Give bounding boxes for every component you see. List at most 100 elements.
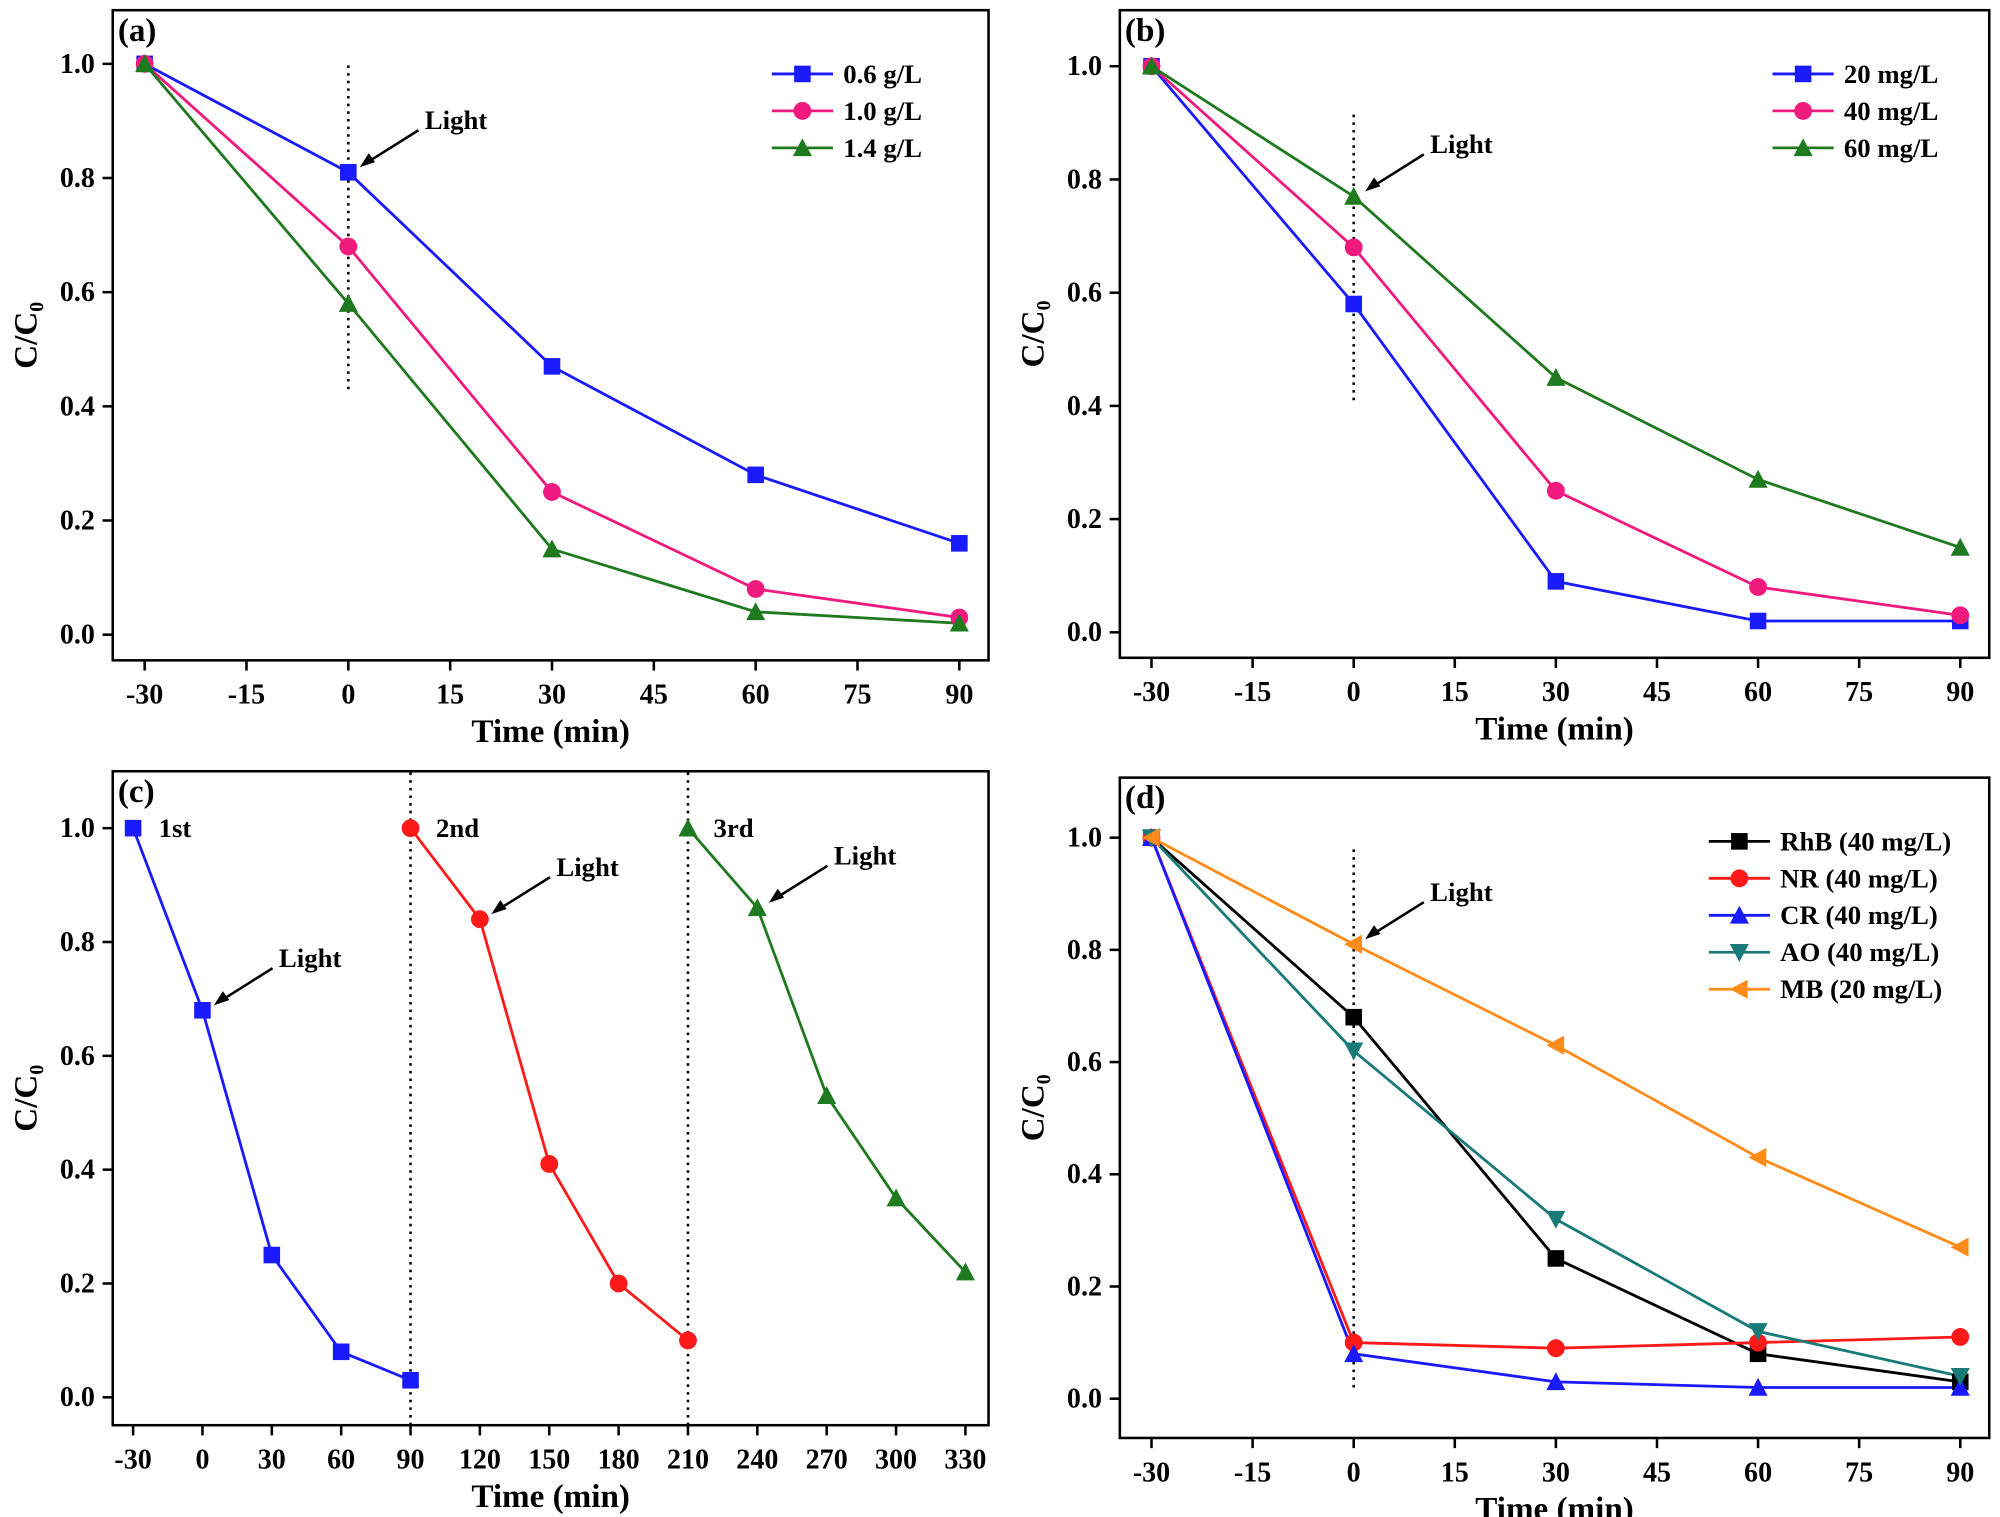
marker [124, 819, 142, 837]
y-tick-label: 1.0 [60, 49, 95, 80]
x-tick-label: 15 [1441, 1457, 1469, 1488]
series-line [143, 62, 960, 619]
marker [1141, 56, 1162, 75]
plot-frame [1118, 776, 1991, 1440]
x-tick-label: 90 [1946, 677, 1974, 708]
marker [1344, 1333, 1363, 1352]
series-line [1150, 65, 1961, 549]
marker [543, 483, 561, 501]
marker [1950, 1237, 1969, 1257]
y-axis-label: C/C₀ [1014, 1074, 1051, 1141]
y-tick-label: 0.8 [60, 927, 95, 958]
marker [263, 1246, 281, 1264]
marker [609, 1274, 628, 1293]
marker [402, 1371, 419, 1389]
x-axis-label: Time (min) [1475, 1491, 1634, 1517]
y-tick-label: 0.4 [60, 391, 95, 422]
y-tick-label: 0.6 [1067, 1047, 1102, 1078]
annotation: Light [279, 943, 342, 973]
y-tick-label: 0.6 [1067, 278, 1102, 309]
marker [949, 613, 969, 632]
marker [1344, 1042, 1364, 1061]
series-label: 3rd [713, 813, 753, 843]
x-tick-label: -15 [1234, 677, 1271, 708]
x-tick-label: 60 [1744, 677, 1772, 708]
arrow-head [1365, 177, 1381, 192]
legend-label: 0.6 g/L [843, 59, 922, 89]
x-tick-label: 270 [806, 1445, 848, 1476]
marker [1951, 606, 1970, 625]
marker [1729, 905, 1749, 924]
annotation: Light [1430, 129, 1493, 159]
x-tick-label: -30 [126, 680, 163, 711]
x-tick-label: 30 [1542, 1457, 1570, 1488]
marker [1546, 481, 1565, 500]
marker [1141, 828, 1160, 848]
marker [332, 1343, 350, 1361]
legend-label: 1.0 g/L [843, 96, 922, 126]
annotation: Light [556, 852, 619, 882]
x-tick-label: 45 [1643, 1457, 1671, 1488]
y-tick-label: 0.8 [1067, 164, 1102, 195]
x-tick-label: 150 [528, 1445, 570, 1476]
marker [1546, 1372, 1566, 1391]
marker [1729, 979, 1748, 999]
marker [792, 138, 812, 157]
x-tick-label: 0 [341, 680, 355, 711]
arrow-head [491, 900, 507, 915]
marker [886, 1188, 906, 1207]
series-line [1150, 65, 1961, 623]
marker [794, 65, 811, 83]
y-axis-label: C/C₀ [1014, 300, 1051, 367]
chart-title: (c) [118, 773, 155, 810]
y-tick-label: 1.0 [1067, 51, 1102, 82]
x-tick-label: 90 [1946, 1457, 1974, 1488]
series-line [143, 62, 960, 545]
arrow-head [213, 991, 230, 1006]
y-tick-label: 0.4 [1067, 391, 1102, 422]
marker [1344, 934, 1362, 954]
y-tick-label: 0.2 [1067, 1271, 1102, 1302]
marker [1547, 1250, 1565, 1267]
marker [1748, 1147, 1767, 1168]
x-tick-label: -30 [1133, 1457, 1170, 1488]
annotation: Light [834, 841, 897, 871]
marker [747, 466, 764, 484]
y-tick-label: 0.0 [1067, 1384, 1102, 1415]
y-axis-label: C/C₀ [7, 302, 44, 369]
y-tick-label: 0.4 [1067, 1159, 1102, 1190]
series-line [686, 827, 967, 1274]
marker [747, 898, 767, 917]
marker [1730, 869, 1749, 888]
y-tick-label: 1.0 [60, 813, 95, 844]
x-axis-label: Time (min) [1475, 710, 1634, 747]
marker [1546, 1210, 1566, 1229]
marker [194, 1002, 211, 1019]
x-tick-label: 120 [459, 1445, 501, 1476]
marker [135, 54, 155, 73]
marker [1749, 1333, 1767, 1352]
marker [1950, 1367, 1970, 1386]
marker [542, 539, 562, 558]
x-tick-label: 0 [195, 1445, 209, 1476]
x-tick-label: 30 [538, 680, 566, 711]
x-tick-label: 330 [944, 1445, 986, 1476]
x-tick-label: 45 [640, 680, 668, 711]
marker [340, 164, 357, 181]
legend-label: 1.4 g/L [843, 133, 922, 163]
y-tick-label: 0.0 [60, 1382, 95, 1413]
x-tick-label: 15 [436, 680, 464, 711]
x-tick-label: 90 [397, 1445, 425, 1476]
marker [470, 910, 489, 929]
x-axis-label: Time (min) [471, 713, 630, 750]
x-tick-label: 30 [1542, 677, 1570, 708]
chart-title: (d) [1125, 779, 1165, 816]
plot-frame [111, 8, 990, 662]
x-tick-label: 75 [843, 680, 871, 711]
y-tick-label: 0.8 [1067, 935, 1102, 966]
marker [955, 1262, 975, 1281]
y-tick-label: 0.0 [60, 620, 95, 651]
x-tick-label: 240 [736, 1445, 778, 1476]
x-tick-label: 90 [945, 680, 973, 711]
